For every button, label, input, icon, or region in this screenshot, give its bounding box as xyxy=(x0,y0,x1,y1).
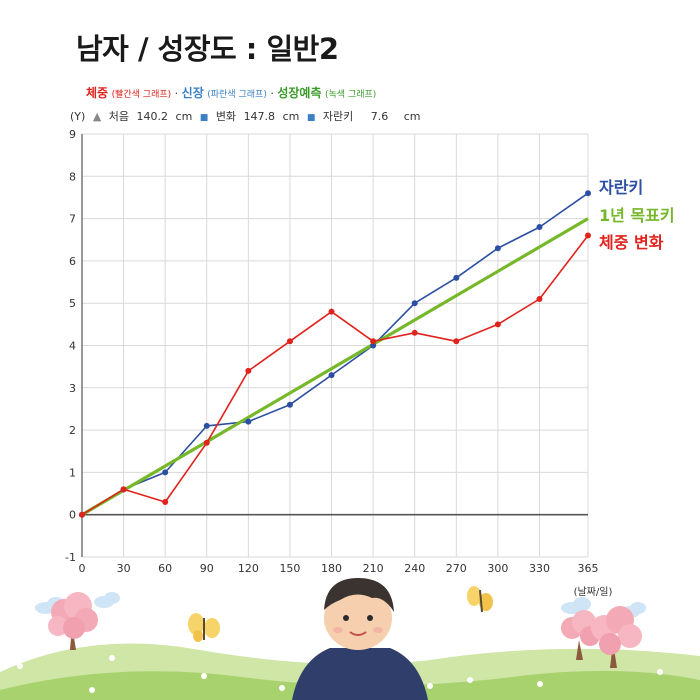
page-title: 남자 / 성장도 : 일반2 xyxy=(76,32,339,66)
y-tick-label: 9 xyxy=(69,128,76,141)
x-tick-label: 180 xyxy=(321,562,342,575)
data-point-height xyxy=(286,401,293,408)
data-point-height xyxy=(536,224,543,231)
data-point-weight xyxy=(370,338,377,345)
legend-separator: · xyxy=(270,87,274,100)
y-tick-label: 6 xyxy=(69,255,76,268)
change-height-value: 147.8 xyxy=(243,110,276,123)
x-tick-label: 0 xyxy=(79,562,86,575)
x-tick-label: 60 xyxy=(158,562,172,575)
data-point-weight xyxy=(536,295,543,302)
height-info-line: (Y) ▲ 처음 140.2 cm ■ 변화 147.8 cm ■ 자란키 7.… xyxy=(70,108,424,124)
data-point-weight xyxy=(79,511,85,518)
data-point-weight xyxy=(245,367,252,374)
chart-labels: 0 30 60 90 120 150 180 210 240 270 300 330 365-10123… xyxy=(65,128,675,598)
y-tick-label: 3 xyxy=(69,382,76,395)
y-tick-label: 2 xyxy=(69,424,76,437)
up-arrow-icon: ▲ xyxy=(92,110,102,123)
data-point-weight xyxy=(494,321,501,328)
data-point-height xyxy=(411,300,418,307)
series-line-height xyxy=(81,192,589,516)
chart-axes xyxy=(81,134,588,557)
chart-grid xyxy=(81,133,589,558)
first-height-value: 140.2 xyxy=(136,110,169,123)
x-tick-label: 365 xyxy=(578,562,599,575)
x-unit-label: (날짜/일) xyxy=(574,586,613,598)
bullet-icon: ■ xyxy=(306,113,316,123)
series-label-weight: 체중 변화 xyxy=(599,233,664,252)
butterfly-icon xyxy=(188,613,220,642)
cherry-tree-icon xyxy=(48,592,98,650)
data-point-height xyxy=(370,342,377,349)
y-tick-label: 5 xyxy=(69,297,76,310)
data-point-weight xyxy=(203,439,210,446)
growth-value: 7.6 xyxy=(370,110,389,123)
height-legend-note: (파란색 그래프) xyxy=(207,90,267,100)
x-tick-label: 330 xyxy=(529,562,550,575)
x-tick-label: 120 xyxy=(238,562,259,575)
y-tick-label: 1 xyxy=(69,466,76,479)
data-point-height xyxy=(203,422,210,429)
growth-label: 자란키 xyxy=(322,110,354,123)
data-point-height xyxy=(162,469,169,476)
data-point-height xyxy=(453,274,460,281)
data-point-height xyxy=(245,418,252,425)
x-tick-label: 270 xyxy=(446,562,467,575)
x-tick-label: 30 xyxy=(117,562,131,575)
height-legend-label: 신장 xyxy=(181,86,204,100)
bullet-icon: ■ xyxy=(199,113,209,123)
y-tick-label: -1 xyxy=(65,551,76,564)
x-tick-label: 210 xyxy=(363,562,384,575)
data-point-weight xyxy=(585,232,591,239)
legend-separator: · xyxy=(174,87,179,100)
series-label-height: 자란키 xyxy=(599,178,643,197)
legend-description: 체중 (빨간색 그래프) · 신장 (파란색 그래프) · 성장예측 (녹색 그… xyxy=(86,84,376,101)
data-point-weight xyxy=(162,499,169,506)
change-height-label: 변화 xyxy=(215,110,237,123)
series-label-forecast: 1년 목표키 xyxy=(599,206,675,225)
forecast-legend-label: 성장예측 xyxy=(277,86,322,100)
first-height-label: 처음 xyxy=(108,110,130,123)
x-tick-label: 150 xyxy=(279,562,300,575)
data-point-weight xyxy=(411,329,418,336)
data-point-height xyxy=(585,190,591,197)
change-height-unit: cm xyxy=(282,110,300,123)
data-point-height xyxy=(494,245,501,252)
data-point-height xyxy=(328,372,335,379)
cherry-tree-icon xyxy=(561,606,642,668)
chart-series xyxy=(79,190,591,518)
data-point-weight xyxy=(286,338,293,345)
series-line-forecast xyxy=(81,217,589,517)
data-point-weight xyxy=(453,338,460,345)
data-point-weight xyxy=(120,486,127,493)
y-unit-label: (Y) xyxy=(70,110,86,123)
decorative-scenery xyxy=(0,578,700,700)
weight-legend-note: (빨간색 그래프) xyxy=(111,90,172,100)
flower-icons xyxy=(17,655,663,693)
y-tick-label: 7 xyxy=(69,213,76,226)
child-illustration xyxy=(292,578,428,700)
butterfly-icon xyxy=(467,586,493,613)
growth-unit: cm xyxy=(403,110,421,123)
data-point-weight xyxy=(328,308,335,315)
first-height-unit: cm xyxy=(175,110,193,123)
x-tick-label: 90 xyxy=(200,562,214,575)
x-tick-label: 240 xyxy=(404,562,425,575)
y-tick-label: 0 xyxy=(69,509,76,522)
weight-legend-label: 체중 xyxy=(86,86,109,100)
x-tick-label: 300 xyxy=(487,562,508,575)
y-tick-label: 4 xyxy=(69,340,76,353)
y-tick-label: 8 xyxy=(69,170,76,183)
forecast-legend-note: (녹색 그래프) xyxy=(325,90,377,100)
